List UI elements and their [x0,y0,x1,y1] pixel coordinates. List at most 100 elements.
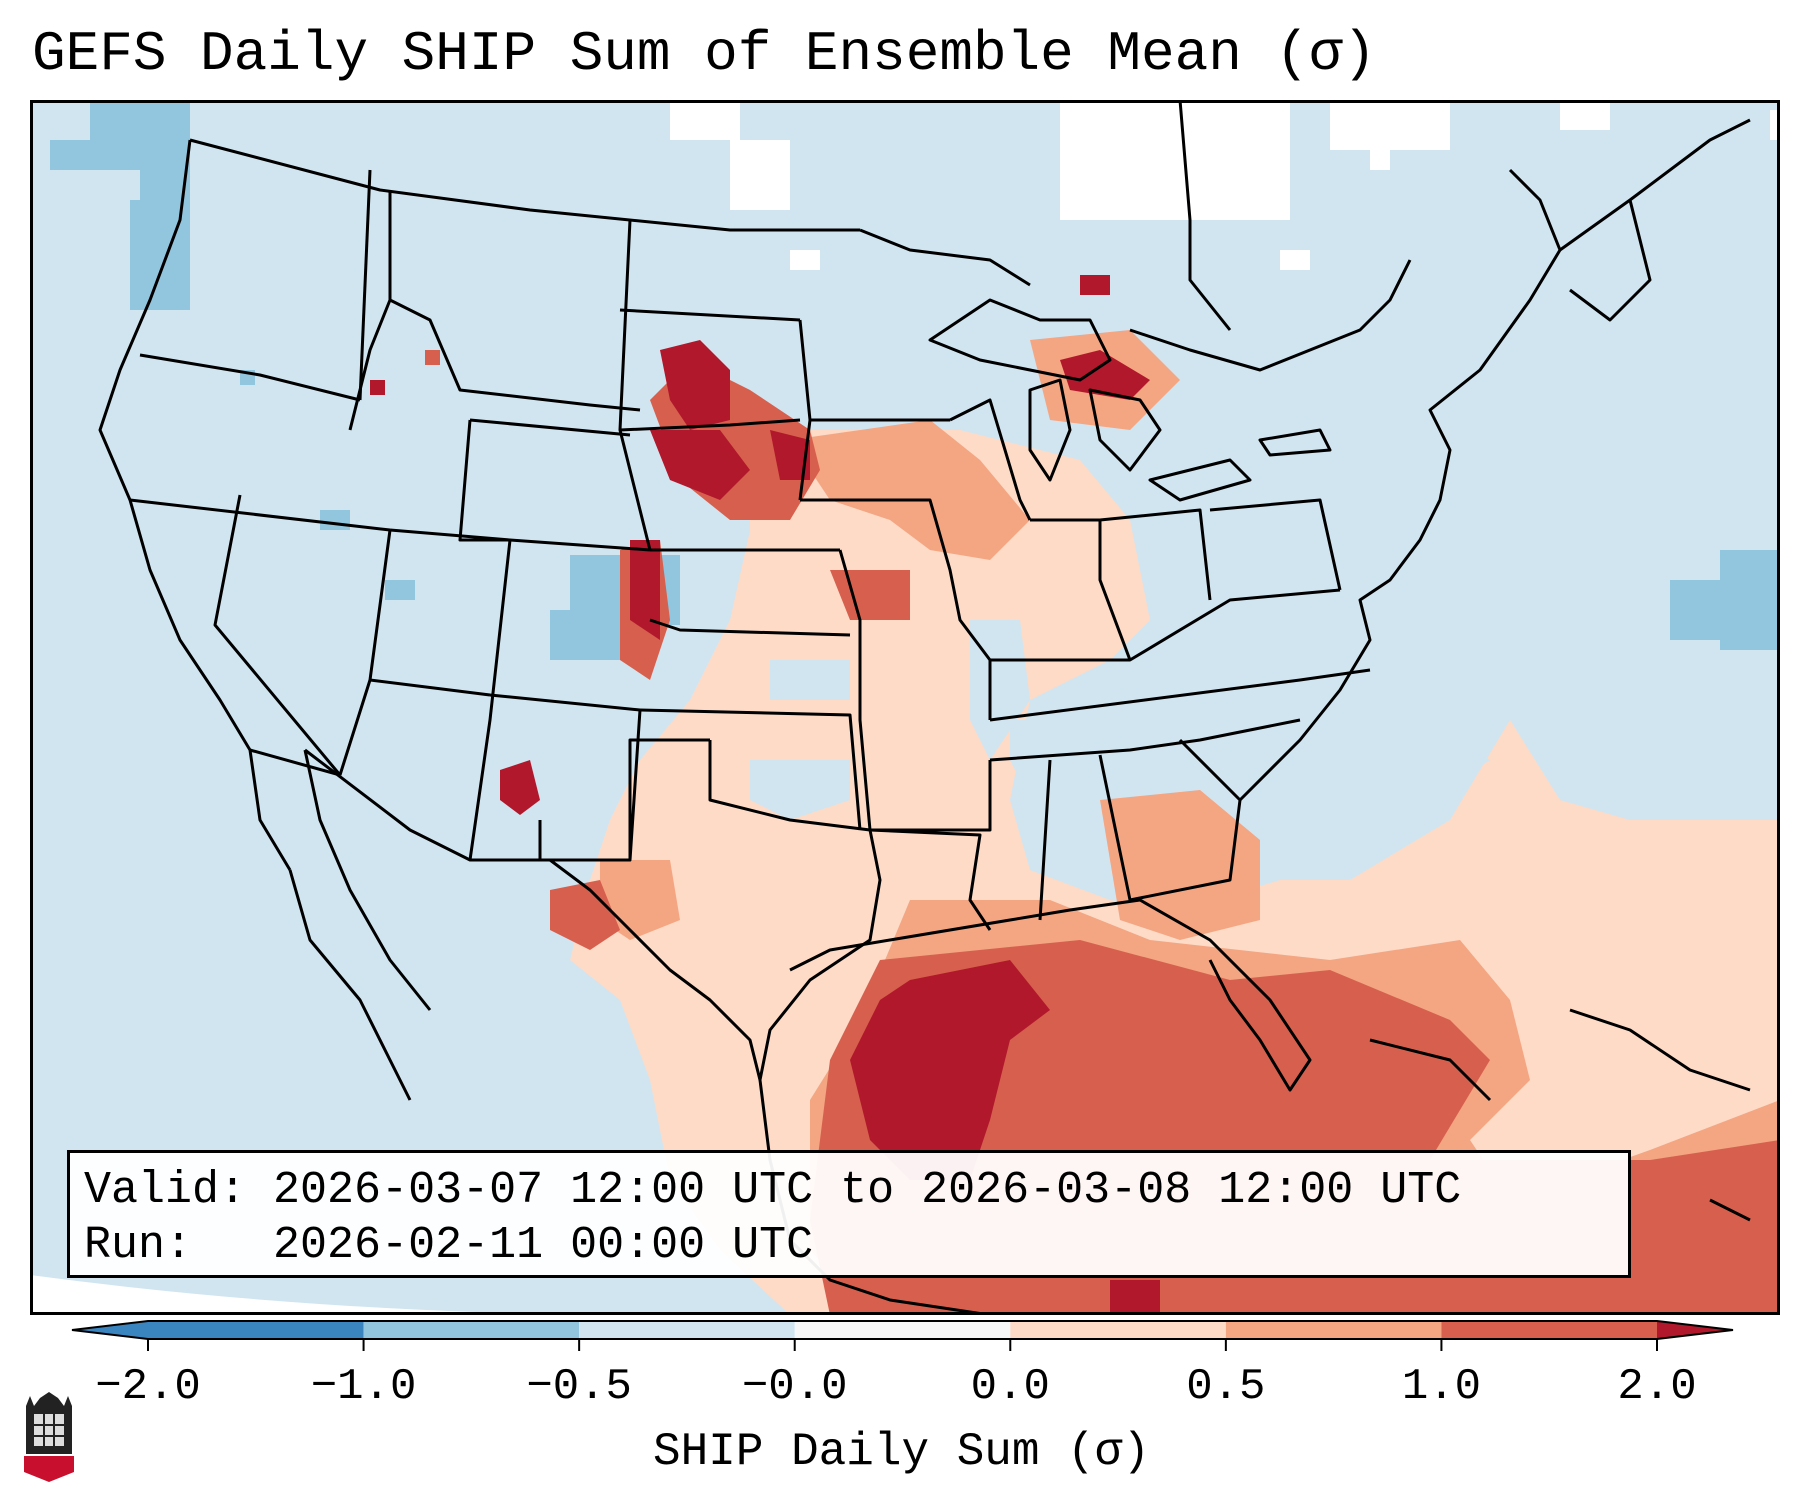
coastline [1559,118,1751,252]
field-patch [370,380,385,395]
coastline [1569,1008,1751,1092]
border-line [838,549,992,832]
border-line [869,828,992,931]
border-line [649,618,851,637]
border-line [389,528,511,542]
niu-logo [20,1392,78,1484]
border-line [619,308,801,322]
colorbar-label: SHIP Daily Sum (σ) [653,1426,1150,1478]
field-region-moderate-positive [790,420,1030,560]
border-line [489,693,641,712]
border-line [949,398,1032,521]
boundaries [98,100,1751,1315]
border-line [1209,498,1342,591]
border-line [1178,100,1232,331]
border-line [990,588,1341,662]
field-patch [385,580,415,600]
border-line [1098,754,1132,901]
border-line [1129,259,1412,372]
colorbar-tick-label: 1.0 [1401,1362,1482,1412]
lake-superior [928,298,1112,382]
colorbar-segment [1441,1321,1657,1339]
colorbar-tick-label: 0.0 [970,1362,1050,1412]
logo-graphic [24,1392,74,1482]
field-patch [770,660,850,700]
colorbar-tick-label: −1.0 [310,1362,417,1412]
field-patch [50,140,90,170]
field-patch [1510,820,1780,980]
border-line [469,418,631,437]
logo-shield [24,1456,74,1482]
field-region-very-strong-positive [850,960,1050,1180]
field-region-very-strong-positive [500,760,540,815]
field-region-strong-positive [550,880,620,950]
colorbar-segment [579,1321,795,1339]
border-line [189,138,860,232]
colorbar [0,1318,1803,1378]
border-line [989,718,1301,762]
map-border [30,100,1780,1315]
border-line [468,539,512,861]
field-region-moderate-positive [1100,790,1260,940]
field-patch [550,610,630,660]
map-svg [30,100,1780,1315]
border-line [348,190,392,431]
field-patch [1230,160,1290,190]
coastline [1369,1038,1492,1102]
border-line [639,708,862,831]
logo-window [34,1414,64,1446]
field-patch [1010,720,1130,800]
border-line [989,668,1371,722]
coastline [1569,199,1652,322]
border-line [619,418,801,432]
border-line [458,419,651,552]
field-patch [425,350,440,365]
run-value: 2026-02-11 00:00 UTC [273,1220,814,1271]
field-region-very-strong-positive [650,430,750,500]
border-line [358,169,372,401]
field-region-very-strong-positive [660,340,730,430]
border-line [213,494,342,776]
field-patch [730,140,790,210]
colorbar-tick-label: 2.0 [1617,1362,1697,1412]
border-line [389,298,641,412]
run-label: Run: [84,1220,193,1271]
border-line [1038,759,1052,921]
border-line [800,498,992,720]
border-line [369,678,491,697]
valid-value: 2026-03-07 12:00 UTC to 2026-03-08 12:00… [273,1165,1462,1216]
border-line [1099,508,1212,601]
valid-label: Valid: [84,1165,247,1216]
coastline [288,869,412,1101]
projection-edge-left [30,1275,650,1315]
coastline [1709,1198,1751,1222]
field-patch [90,100,190,170]
colorbar-tick-label: −2.0 [95,1362,201,1412]
border-line [859,228,1031,287]
field-patch [1370,150,1390,170]
field-patch [670,100,740,140]
border-line [1129,738,1242,902]
colorbar-segment [1225,1321,1442,1339]
field-patch [750,760,850,820]
colorbar-tick-label: −0.5 [526,1362,632,1412]
chart-title: GEFS Daily SHIP Sum of Ensemble Mean (σ) [32,22,1377,86]
coastline [303,749,432,1011]
field-patch [790,250,820,270]
border-line [129,498,391,532]
field-patch [1560,100,1610,130]
colorbar-tick-labels: −2.0 −1.0 −0.5 −0.0 0.0 0.5 1.0 2.0 [0,1362,1803,1422]
colorbar-tick-label: −0.0 [741,1362,848,1412]
map-panel [30,100,1780,1315]
field-region-very-strong-positive [770,430,810,480]
field-patch [1670,580,1730,640]
lake-michigan [1028,378,1072,482]
field-region-very-strong-positive [1110,1280,1160,1315]
field-patch [320,510,350,530]
colorbar-segment [1010,1321,1226,1339]
lake-erie [1148,458,1252,502]
field-patch [1770,110,1780,140]
colorbar-segment [148,1321,364,1339]
border-line [1030,518,1132,661]
lake-ontario [1258,428,1332,457]
